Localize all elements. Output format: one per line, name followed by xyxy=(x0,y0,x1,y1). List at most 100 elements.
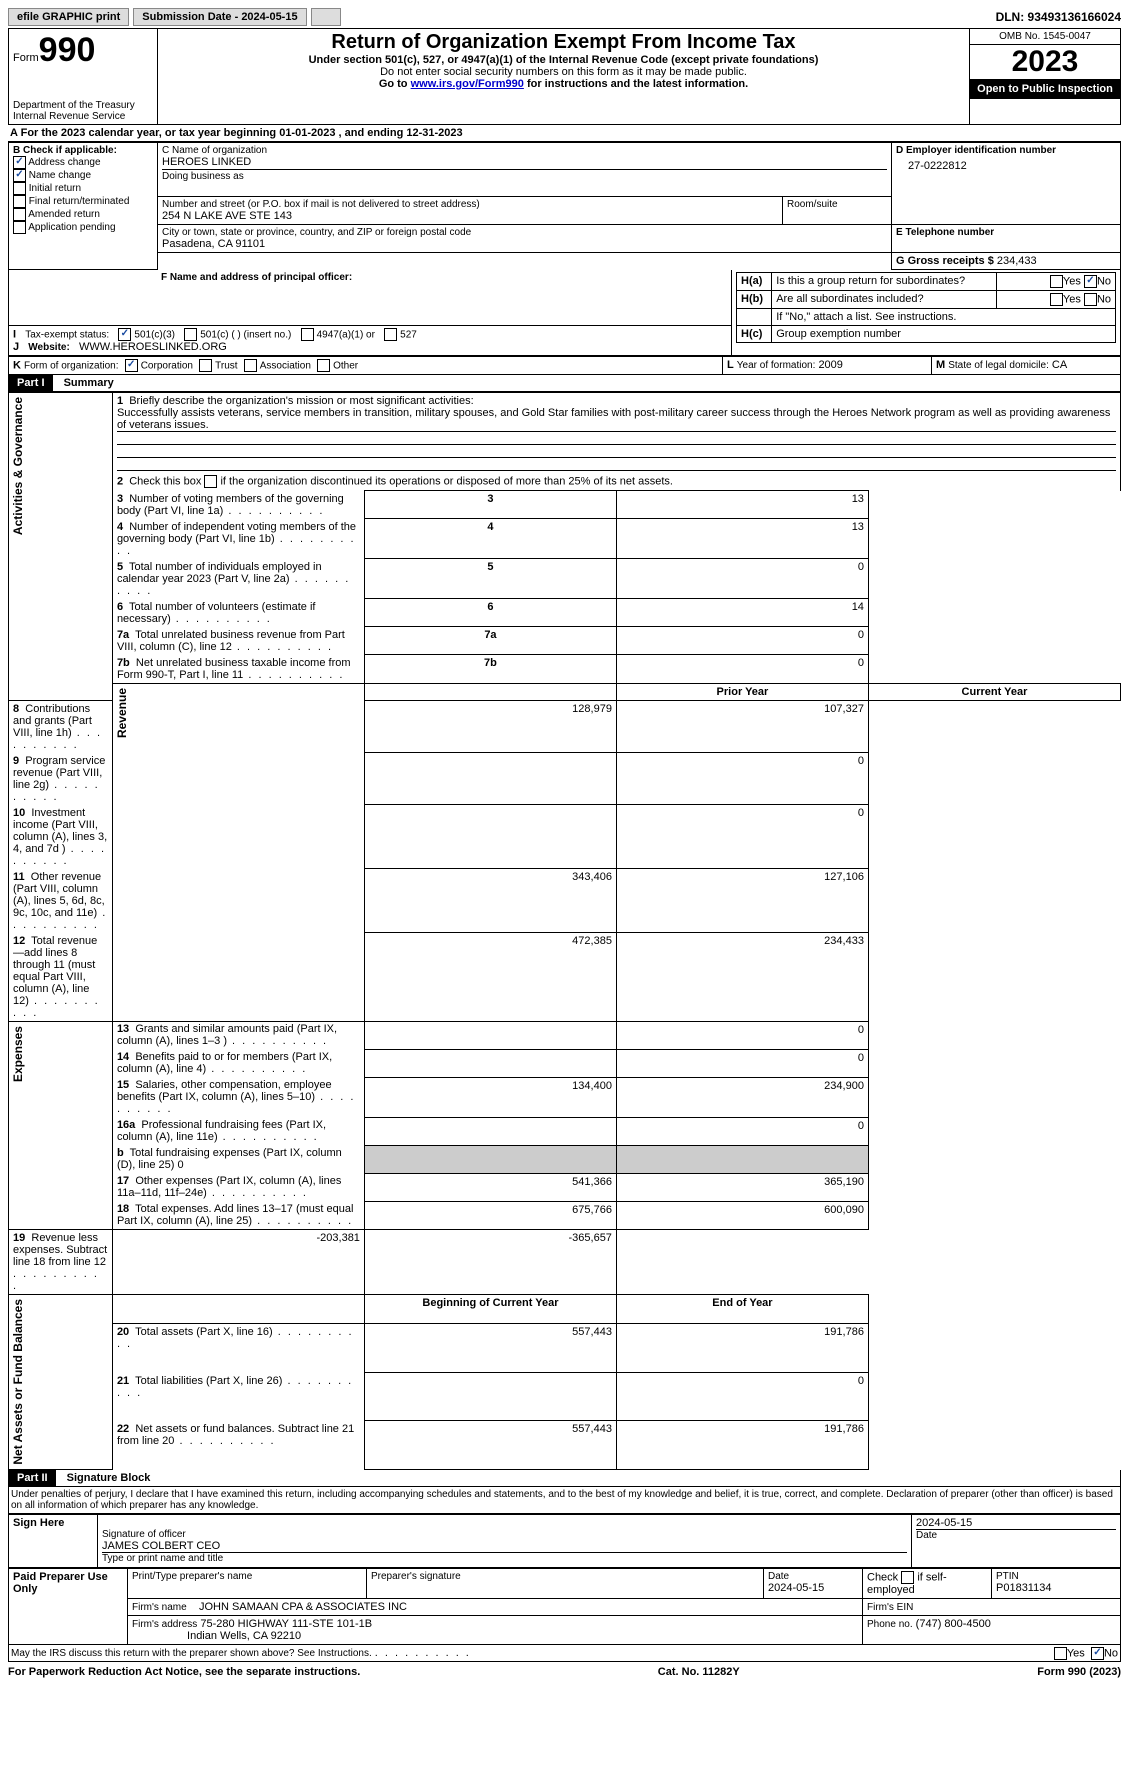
ptin-label: PTIN xyxy=(996,1571,1116,1582)
net-label: Net Assets or Fund Balances xyxy=(9,1295,27,1469)
section-klm: K Form of organization: Corporation Trus… xyxy=(8,356,1121,375)
i-4947[interactable] xyxy=(301,328,314,341)
ein: 27-0222812 xyxy=(896,156,1116,172)
submission-date-button[interactable]: Submission Date - 2024-05-15 xyxy=(133,8,306,26)
exp-label: Expenses xyxy=(9,1022,27,1086)
city-label: City or town, state or province, country… xyxy=(162,227,887,238)
officer-name: JAMES COLBERT CEO xyxy=(102,1540,907,1553)
q2b: if the organization discontinued its ope… xyxy=(220,475,673,487)
d-label: D Employer identification number xyxy=(896,145,1116,156)
section-bcdefg: B Check if applicable: Address change Na… xyxy=(8,142,1121,270)
irs-no[interactable] xyxy=(1091,1647,1104,1660)
ha-yes[interactable] xyxy=(1050,275,1063,288)
l-label: Year of formation: xyxy=(737,360,816,371)
part2-header: Part II xyxy=(9,1470,56,1486)
check-final[interactable] xyxy=(13,195,26,208)
b-label: B Check if applicable: xyxy=(13,145,153,156)
check-address[interactable] xyxy=(13,156,26,169)
part1-title: Summary xyxy=(56,375,122,391)
hb-yes[interactable] xyxy=(1050,293,1063,306)
form-word: Form xyxy=(13,52,39,64)
firm-addr-label: Firm's address xyxy=(132,1619,197,1630)
col-begin: Beginning of Current Year xyxy=(364,1295,616,1324)
firm-addr: 75-280 HIGHWAY 111-STE 101-1B xyxy=(200,1618,372,1630)
i-label: Tax-exempt status: xyxy=(25,329,109,340)
section-a: A For the 2023 calendar year, or tax yea… xyxy=(8,125,1121,142)
sub1: Under section 501(c), 527, or 4947(a)(1)… xyxy=(162,54,965,66)
check-initial[interactable] xyxy=(13,182,26,195)
part1-header: Part I xyxy=(9,375,53,391)
q2-check[interactable] xyxy=(204,475,217,488)
firm-name: JOHN SAMAAN CPA & ASSOCIATES INC xyxy=(199,1601,407,1613)
ptin: P01831134 xyxy=(996,1582,1116,1594)
gov-label: Activities & Governance xyxy=(9,393,27,539)
a-text2: , and ending 12-31-2023 xyxy=(339,127,463,139)
prep-sig-label: Preparer's signature xyxy=(371,1571,759,1582)
perjury-text: Under penalties of perjury, I declare th… xyxy=(8,1487,1121,1514)
tax-year: 2023 xyxy=(970,45,1120,79)
k-trust[interactable] xyxy=(199,359,212,372)
phone: (747) 800-4500 xyxy=(916,1618,991,1630)
a-text1: For the 2023 calendar year, or tax year … xyxy=(21,127,336,139)
sub3-pre: Go to xyxy=(379,78,411,90)
irs-yes[interactable] xyxy=(1054,1647,1067,1660)
irs-link[interactable]: www.irs.gov/Form990 xyxy=(411,78,524,90)
ha-no[interactable] xyxy=(1084,275,1097,288)
form-header: Form990 Department of the TreasuryIntern… xyxy=(8,28,1121,125)
sig-officer-label: Signature of officer xyxy=(102,1529,907,1540)
prep-date: 2024-05-15 xyxy=(768,1582,858,1594)
sign-here-label: Sign Here xyxy=(9,1514,98,1567)
page-footer: For Paperwork Reduction Act Notice, see … xyxy=(8,1666,1121,1678)
k-label: Form of organization: xyxy=(24,360,119,371)
b-final: Final return/terminated xyxy=(13,195,153,208)
i-527[interactable] xyxy=(384,328,397,341)
l-value: 2009 xyxy=(818,359,842,371)
sub3: Go to www.irs.gov/Form990 for instructio… xyxy=(162,78,965,90)
city: Pasadena, CA 91101 xyxy=(162,238,887,250)
b-addr: Address change xyxy=(13,156,153,169)
check-amended[interactable] xyxy=(13,208,26,221)
g-label: G Gross receipts $ xyxy=(896,255,994,267)
q1-text: Successfully assists veterans, service m… xyxy=(117,407,1116,432)
self-check-label: Check xyxy=(867,1571,898,1583)
phone-label: Phone no. xyxy=(867,1619,913,1630)
self-employed-check[interactable] xyxy=(901,1571,914,1584)
hb-no[interactable] xyxy=(1084,293,1097,306)
topbar: efile GRAPHIC print Submission Date - 20… xyxy=(8,8,1121,26)
sig-date: 2024-05-15 xyxy=(916,1517,1116,1530)
addr: 254 N LAKE AVE STE 143 xyxy=(162,210,778,222)
i-501c[interactable] xyxy=(184,328,197,341)
e-label: E Telephone number xyxy=(896,227,1116,238)
irs-discuss: May the IRS discuss this return with the… xyxy=(8,1645,1121,1662)
i-501c3[interactable] xyxy=(118,328,131,341)
check-app[interactable] xyxy=(13,221,26,234)
firm-ein-label: Firm's EIN xyxy=(867,1602,913,1613)
omb-label: OMB No. 1545-0047 xyxy=(970,29,1120,45)
rev-label: Revenue xyxy=(113,684,131,742)
col-end: End of Year xyxy=(616,1295,868,1324)
part2-title: Signature Block xyxy=(59,1470,159,1486)
firm-city: Indian Wells, CA 92210 xyxy=(187,1630,301,1642)
signature-block: Sign Here Signature of officer JAMES COL… xyxy=(8,1514,1121,1568)
check-name[interactable] xyxy=(13,169,26,182)
m-label: State of legal domicile: xyxy=(948,360,1049,371)
k-corp[interactable] xyxy=(125,359,138,372)
dept-label: Department of the TreasuryInternal Reven… xyxy=(13,100,153,122)
blank-button[interactable] xyxy=(311,8,341,26)
m-value: CA xyxy=(1052,359,1067,371)
k-other[interactable] xyxy=(317,359,330,372)
open-to-public: Open to Public Inspection xyxy=(970,79,1120,99)
paid-label: Paid Preparer Use Only xyxy=(9,1568,128,1644)
dln-label: DLN: 93493136166024 xyxy=(996,10,1121,24)
hb-note: If "No," attach a list. See instructions… xyxy=(772,309,1116,326)
hb-text: Are all subordinates included? xyxy=(772,291,997,309)
dba-label: Doing business as xyxy=(162,171,887,182)
addr-label: Number and street (or P.O. box if mail i… xyxy=(162,199,778,210)
efile-button[interactable]: efile GRAPHIC print xyxy=(8,8,129,26)
b-app: Application pending xyxy=(13,221,153,234)
type-label: Type or print name and title xyxy=(102,1553,907,1564)
footer-mid: Cat. No. 11282Y xyxy=(658,1666,740,1678)
k-assoc[interactable] xyxy=(244,359,257,372)
sub3-post: for instructions and the latest informat… xyxy=(524,78,748,90)
j-label: Website: xyxy=(28,342,70,353)
